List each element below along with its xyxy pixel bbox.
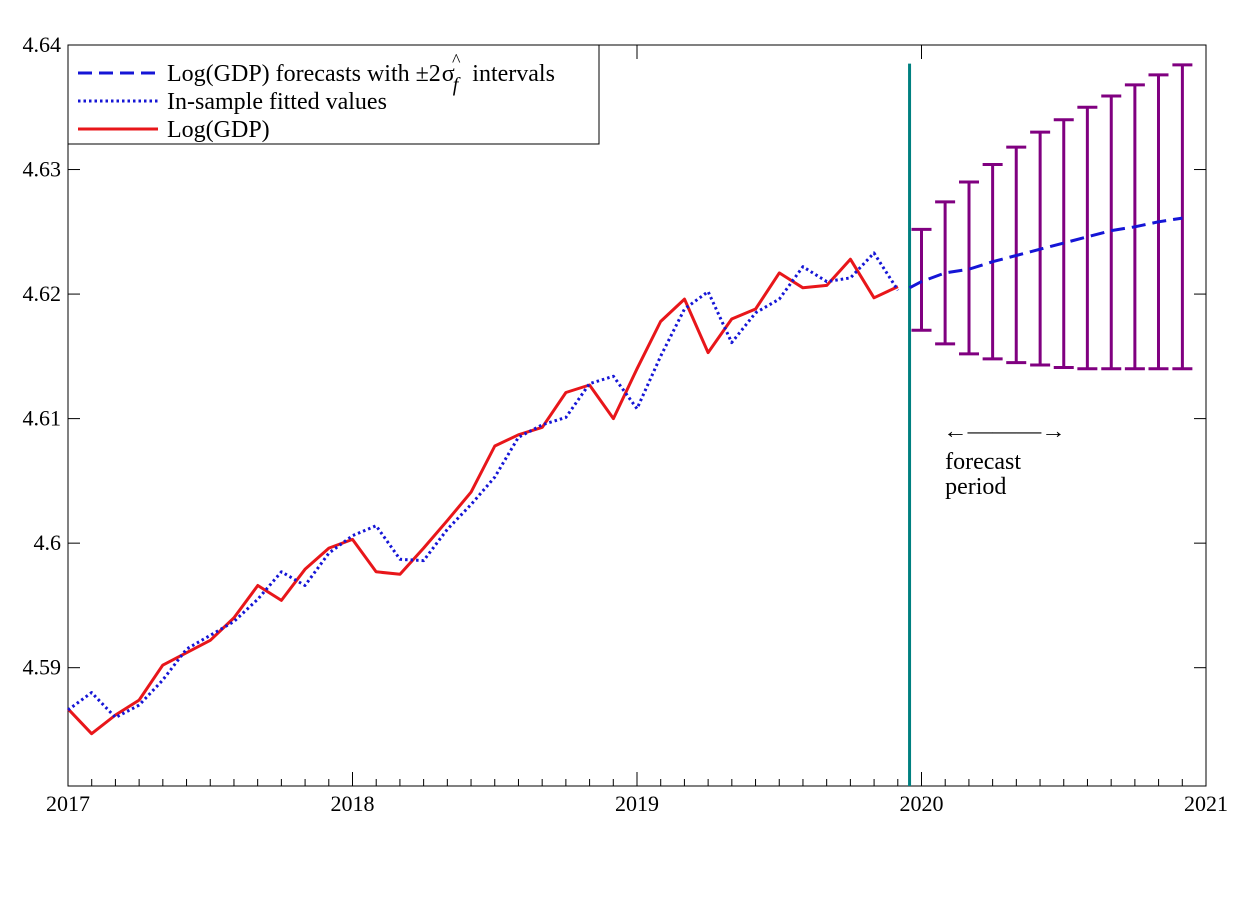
y-tick-label: 4.64 bbox=[23, 32, 62, 57]
y-tick-label: 4.61 bbox=[23, 406, 62, 431]
forecast-intervals-group bbox=[911, 63, 1193, 371]
legend-label-forecast: Log(GDP) forecasts with ±2σf intervals bbox=[167, 61, 555, 96]
forecast-period-label-line2: period bbox=[945, 474, 1006, 500]
legend-label-actual: Log(GDP) bbox=[167, 117, 270, 143]
y-tick-label: 4.62 bbox=[23, 281, 62, 306]
series-group bbox=[66, 216, 1183, 736]
y-tick-label: 4.6 bbox=[34, 530, 62, 555]
x-tick-label: 2017 bbox=[46, 791, 90, 816]
series-line-actual bbox=[66, 257, 899, 736]
y-tick-label: 4.63 bbox=[23, 157, 62, 182]
y-tick-label: 4.59 bbox=[23, 655, 62, 680]
x-tick-label: 2019 bbox=[615, 791, 659, 816]
series-line-fitted bbox=[67, 251, 900, 719]
legend-label-fitted: In-sample fitted values bbox=[167, 89, 387, 115]
plot-frame bbox=[67, 44, 1207, 787]
legend-sigma-hat: ^ bbox=[452, 50, 461, 70]
forecast-period-label-line1: forecast bbox=[945, 449, 1021, 475]
series-line-forecast bbox=[908, 216, 1183, 290]
axes-group: 2017 2018 2019 2020 2021 4.59 4.6 4.61 4.62 4.63 4… bbox=[23, 32, 1229, 816]
forecast-period-arrow: ←———→ bbox=[943, 418, 1066, 443]
x-tick-label: 2020 bbox=[900, 791, 944, 816]
x-tick-label: 2021 bbox=[1184, 791, 1228, 816]
annotation-group: ←———→ forecast period bbox=[943, 418, 1066, 500]
x-tick-label: 2018 bbox=[331, 791, 375, 816]
legend: Log(GDP) forecasts with ±2σf intervals ^ … bbox=[67, 44, 600, 145]
